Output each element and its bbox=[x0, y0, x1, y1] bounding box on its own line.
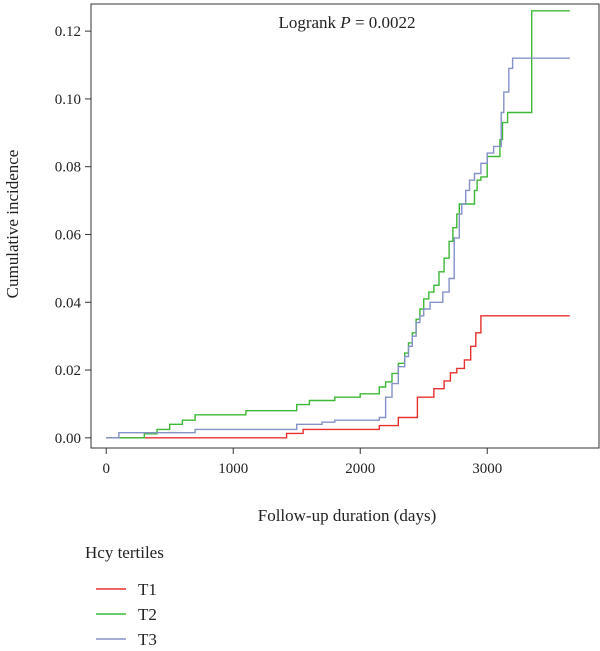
x-tick-label: 2000 bbox=[345, 461, 375, 477]
x-tick-label: 1000 bbox=[218, 461, 248, 477]
plot-frame bbox=[90, 3, 600, 449]
legend-label-t1: T1 bbox=[138, 580, 157, 599]
series-line-t3 bbox=[106, 57, 570, 439]
y-tick-label: 0.04 bbox=[55, 295, 82, 311]
legend-title: Hcy tertiles bbox=[85, 543, 164, 562]
y-axis-title: Cumulative incidence bbox=[3, 150, 22, 299]
series-line-t1 bbox=[106, 315, 570, 439]
y-tick-label: 0.12 bbox=[55, 24, 81, 40]
logrank-annotation: Logrank P = 0.0022 bbox=[278, 13, 415, 32]
legend-label-t3: T3 bbox=[138, 630, 157, 649]
y-tick-label: 0.10 bbox=[55, 92, 81, 108]
series-line-t2 bbox=[106, 10, 570, 439]
y-tick-label: 0.02 bbox=[55, 363, 81, 379]
legend: T1 T2 T3 bbox=[96, 580, 157, 649]
y-tick-label: 0.06 bbox=[55, 227, 82, 243]
y-tick-label: 0.08 bbox=[55, 160, 81, 176]
y-axis: 0.00 0.02 0.04 0.06 0.08 0.10 0.12 bbox=[55, 24, 91, 447]
series-layer bbox=[106, 10, 570, 439]
x-tick-label: 3000 bbox=[472, 461, 502, 477]
x-axis: 0 1000 2000 3000 bbox=[102, 448, 502, 477]
x-axis-title: Follow-up duration (days) bbox=[258, 506, 436, 525]
x-tick-label: 0 bbox=[102, 461, 110, 477]
legend-label-t2: T2 bbox=[138, 605, 157, 624]
y-tick-label: 0.00 bbox=[55, 431, 81, 447]
